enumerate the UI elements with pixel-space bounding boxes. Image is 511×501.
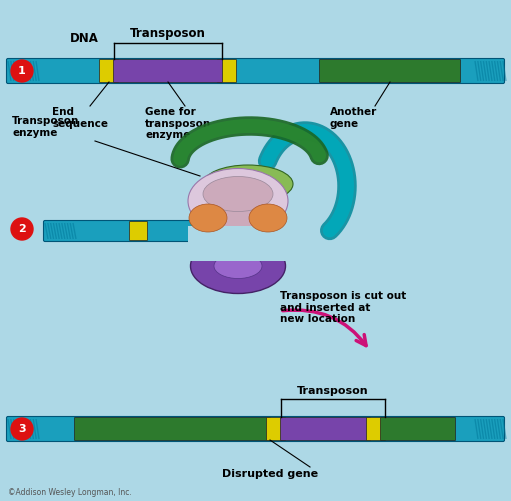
Ellipse shape <box>203 165 293 203</box>
Text: Transposon: Transposon <box>297 386 369 396</box>
Text: Transposon is cut out
and inserted at
new location: Transposon is cut out and inserted at ne… <box>280 291 406 324</box>
FancyBboxPatch shape <box>7 416 504 441</box>
FancyBboxPatch shape <box>267 417 286 440</box>
Text: Transposon: Transposon <box>130 27 206 40</box>
Text: Disrupted gene: Disrupted gene <box>222 469 318 479</box>
FancyBboxPatch shape <box>188 226 288 261</box>
FancyBboxPatch shape <box>113 60 222 83</box>
FancyBboxPatch shape <box>7 59 504 84</box>
Text: Gene for
transposon
enzyme: Gene for transposon enzyme <box>145 107 211 140</box>
Text: End
sequence: End sequence <box>52 107 108 129</box>
Circle shape <box>11 60 33 82</box>
FancyBboxPatch shape <box>75 417 270 440</box>
Text: 2: 2 <box>18 224 26 234</box>
Ellipse shape <box>196 207 281 245</box>
FancyBboxPatch shape <box>196 221 214 240</box>
FancyBboxPatch shape <box>319 60 460 83</box>
Text: 3: 3 <box>18 424 26 434</box>
Text: 1: 1 <box>18 66 26 76</box>
FancyBboxPatch shape <box>218 60 237 83</box>
Ellipse shape <box>191 238 286 294</box>
Ellipse shape <box>214 254 262 279</box>
Ellipse shape <box>188 168 288 233</box>
Ellipse shape <box>203 176 273 211</box>
Text: Another
gene: Another gene <box>330 107 377 129</box>
FancyBboxPatch shape <box>381 417 455 440</box>
FancyBboxPatch shape <box>366 417 385 440</box>
Circle shape <box>11 418 33 440</box>
FancyBboxPatch shape <box>281 417 370 440</box>
Ellipse shape <box>189 204 227 232</box>
FancyBboxPatch shape <box>43 220 242 241</box>
Text: Transposon
enzyme: Transposon enzyme <box>12 116 79 138</box>
Text: DNA: DNA <box>70 32 99 45</box>
Ellipse shape <box>249 204 287 232</box>
FancyBboxPatch shape <box>129 221 148 240</box>
Text: ©Addison Wesley Longman, Inc.: ©Addison Wesley Longman, Inc. <box>8 488 132 497</box>
Circle shape <box>11 218 33 240</box>
FancyBboxPatch shape <box>100 60 119 83</box>
